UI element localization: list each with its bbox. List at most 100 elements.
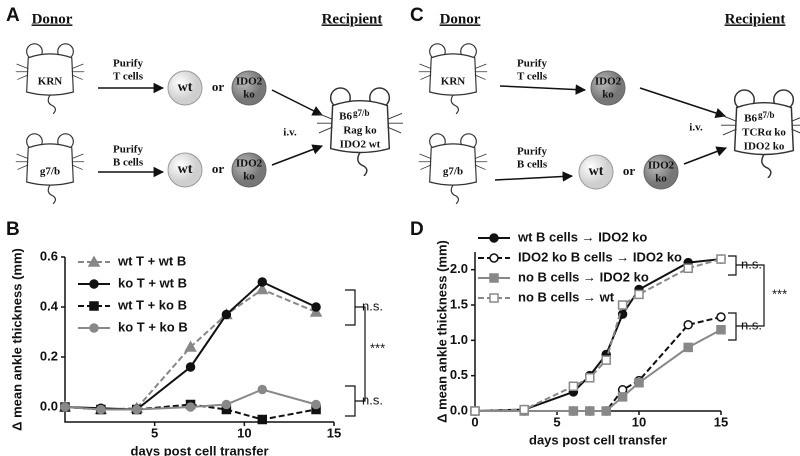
annotation: n.s. <box>362 392 383 407</box>
marker <box>221 309 232 320</box>
cell-label: IDO2 <box>595 76 622 88</box>
y-tick-label: 0.4 <box>40 298 59 313</box>
marker <box>617 300 628 310</box>
bracket <box>728 312 737 341</box>
marker <box>568 381 579 392</box>
cell <box>590 70 626 106</box>
x-axis-label: days post cell transfer <box>529 432 667 447</box>
panel-label: B <box>6 219 20 240</box>
y-tick-label: 1.0 <box>450 332 468 347</box>
cell-label: IDO2 <box>236 76 263 88</box>
marker <box>617 392 628 402</box>
marker <box>185 402 196 412</box>
arrow <box>271 89 323 116</box>
marker <box>311 399 321 410</box>
bracket <box>345 385 356 417</box>
marker <box>683 342 693 353</box>
marker <box>634 289 644 300</box>
marker <box>683 263 693 274</box>
step-label: Purify <box>517 146 547 158</box>
cell-label: ko <box>655 173 667 185</box>
marker <box>96 404 106 415</box>
charts: 0.0 0.2 0.4 0.6 5 10 15 days post cell transfer… <box>9 229 787 456</box>
legend-marker <box>89 323 99 333</box>
y-axis-label: Δ mean ankle thickness (mm) <box>9 248 24 431</box>
marker <box>255 282 269 295</box>
panel-label: D <box>410 219 424 240</box>
step-label: Purify <box>113 144 143 156</box>
donor-heading: Donor <box>32 11 73 27</box>
panel-c: C Donor Recipient KRN g7/b Purify T cell… <box>410 5 800 204</box>
step-label: B cells <box>113 157 144 169</box>
step-label: Purify <box>517 58 547 70</box>
marker <box>601 355 611 365</box>
marker <box>311 302 321 312</box>
series-line <box>475 328 722 412</box>
arrow <box>683 146 727 165</box>
x-tick-label: 5 <box>151 425 158 440</box>
cell <box>231 70 267 106</box>
cell-label: IDO2 <box>648 160 675 172</box>
y-tick-label: 0.5 <box>450 367 468 382</box>
cell <box>231 152 267 188</box>
cell-label: wt <box>178 80 193 95</box>
x-tick-label: 10 <box>632 414 646 429</box>
cell-label: ko <box>602 89 614 101</box>
marker <box>568 406 579 416</box>
y-tick-label: 0.0 <box>40 398 58 413</box>
x-tick-label: 5 <box>553 414 560 429</box>
cell-label: ko <box>243 89 255 101</box>
legend-label: ko T + ko B <box>118 319 188 334</box>
marker <box>257 414 268 425</box>
host-label: g7/b <box>353 108 370 118</box>
marker <box>601 406 611 416</box>
step-label: B cells <box>517 159 548 171</box>
cell <box>167 152 203 188</box>
x-tick-label: 10 <box>237 425 251 440</box>
route-label: i.v. <box>283 127 297 139</box>
arrow <box>271 144 323 166</box>
annotation: n.s. <box>741 256 762 271</box>
bracket <box>736 264 765 327</box>
legend-label: no B cells → IDO2 ko <box>518 269 649 284</box>
cell-label: wt <box>589 164 604 179</box>
host-label: B6 <box>339 111 352 123</box>
cell-label: IDO2 <box>236 158 263 170</box>
marker <box>221 399 232 410</box>
host-label: B6 <box>744 113 757 125</box>
marker <box>716 254 726 264</box>
x-tick-label: 0 <box>471 414 478 429</box>
y-tick-label: 2.0 <box>450 261 468 276</box>
marker <box>60 402 70 412</box>
host-label: g7/b <box>758 110 775 120</box>
marker <box>131 404 142 415</box>
marker <box>184 340 197 352</box>
y-tick-label: 0.0 <box>450 402 468 417</box>
donor-heading: Donor <box>440 11 481 27</box>
legend-label: IDO2 ko B cells → IDO2 ko <box>518 249 682 264</box>
x-tick-label: 15 <box>714 414 728 429</box>
or-label: or <box>623 163 636 178</box>
legend-label: wt T + wt B <box>117 253 186 268</box>
annotation: n.s. <box>362 298 383 313</box>
annotation: *** <box>370 340 385 355</box>
panel-a: A Donor Recipient KRN g7/b Purify T cell… <box>6 5 404 204</box>
cell-label: ko <box>243 171 255 183</box>
host-label: IDO2 ko <box>744 141 785 153</box>
marker <box>470 406 480 416</box>
cell <box>643 154 679 190</box>
bracket <box>355 306 366 402</box>
host-label: IDO2 wt <box>340 139 381 151</box>
mouse-label: KRN <box>38 76 63 88</box>
legend-label: wt B cells → IDO2 ko <box>517 229 647 244</box>
legend-marker <box>489 253 499 263</box>
legend-marker <box>489 293 499 303</box>
mouse-label: g7/b <box>443 166 463 178</box>
host-label: Rag ko <box>343 125 377 137</box>
annotation: *** <box>772 286 787 301</box>
annotation: n.s. <box>741 317 762 332</box>
or-label: or <box>212 161 225 176</box>
cell-label: wt <box>178 162 193 177</box>
legend-label: no B cells → wt <box>518 289 615 304</box>
